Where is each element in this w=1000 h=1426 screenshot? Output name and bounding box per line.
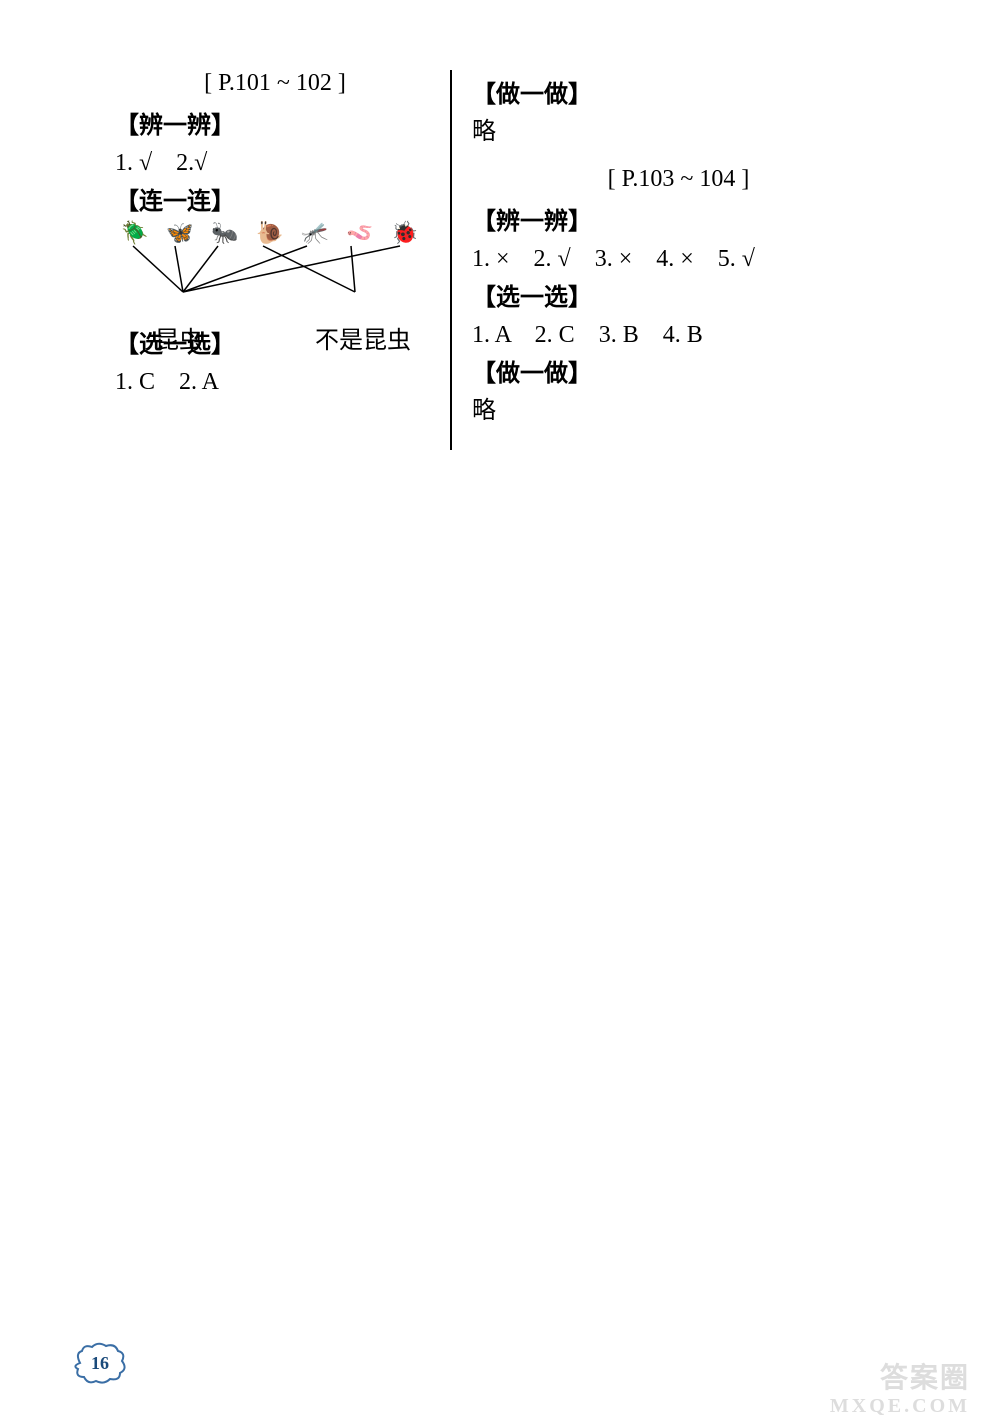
answer-do-bottom: 略 bbox=[472, 390, 885, 425]
answer-do-top: 略 bbox=[472, 111, 885, 146]
matching-diagram: 🪲 🦋 🐜 🐌 🦟 🪱 🐞 昆虫 不是昆虫 bbox=[115, 220, 425, 320]
content-area: [ P.101 ~ 102 ] 【辨一辨】 1. √ 2.√ 【连一连】 🪲 🦋… bbox=[115, 70, 885, 450]
answers-distinguish-right: 1. × 2. √ 3. × 4. × 5. √ bbox=[472, 238, 885, 273]
right-column: 【做一做】 略 [ P.103 ~ 104 ] 【辨一辨】 1. × 2. √ … bbox=[450, 70, 885, 450]
heading-connect: 【连一连】 bbox=[115, 181, 435, 216]
left-column: [ P.101 ~ 102 ] 【辨一辨】 1. √ 2.√ 【连一连】 🪲 🦋… bbox=[115, 70, 450, 450]
page-number-badge: 16 bbox=[70, 1341, 130, 1386]
insect-icons-row: 🪲 🦋 🐜 🐌 🦟 🪱 🐞 bbox=[115, 220, 425, 246]
creature-icon-1: 🪲 bbox=[120, 220, 150, 246]
answers-choose-left: 1. C 2. A bbox=[115, 361, 435, 396]
answers-choose-right: 1. A 2. C 3. B 4. B bbox=[472, 314, 885, 349]
page-reference-left: [ P.101 ~ 102 ] bbox=[115, 70, 435, 97]
label-insect: 昆虫 bbox=[155, 320, 203, 355]
heading-do-top: 【做一做】 bbox=[472, 74, 885, 109]
creature-icon-4: 🐌 bbox=[255, 220, 285, 246]
watermark-sub: MXQE.COM bbox=[830, 1395, 970, 1418]
creature-icon-6: 🪱 bbox=[345, 220, 375, 246]
heading-do-bottom: 【做一做】 bbox=[472, 353, 885, 388]
label-not-insect: 不是昆虫 bbox=[315, 320, 411, 355]
creature-icon-3: 🐜 bbox=[210, 220, 240, 246]
heading-distinguish-left: 【辨一辨】 bbox=[115, 105, 435, 140]
creature-icon-2: 🦋 bbox=[165, 220, 195, 246]
heading-distinguish-right: 【辨一辨】 bbox=[472, 201, 885, 236]
heading-choose-right: 【选一选】 bbox=[472, 277, 885, 312]
creature-icon-7: 🐞 bbox=[390, 220, 420, 246]
page-number-text: 16 bbox=[91, 1353, 109, 1373]
watermark-main: 答案圈 bbox=[880, 1356, 970, 1396]
page-reference-right: [ P.103 ~ 104 ] bbox=[472, 166, 885, 193]
connection-lines bbox=[115, 244, 425, 296]
creature-icon-5: 🦟 bbox=[300, 220, 330, 246]
answers-distinguish-left: 1. √ 2.√ bbox=[115, 142, 435, 177]
